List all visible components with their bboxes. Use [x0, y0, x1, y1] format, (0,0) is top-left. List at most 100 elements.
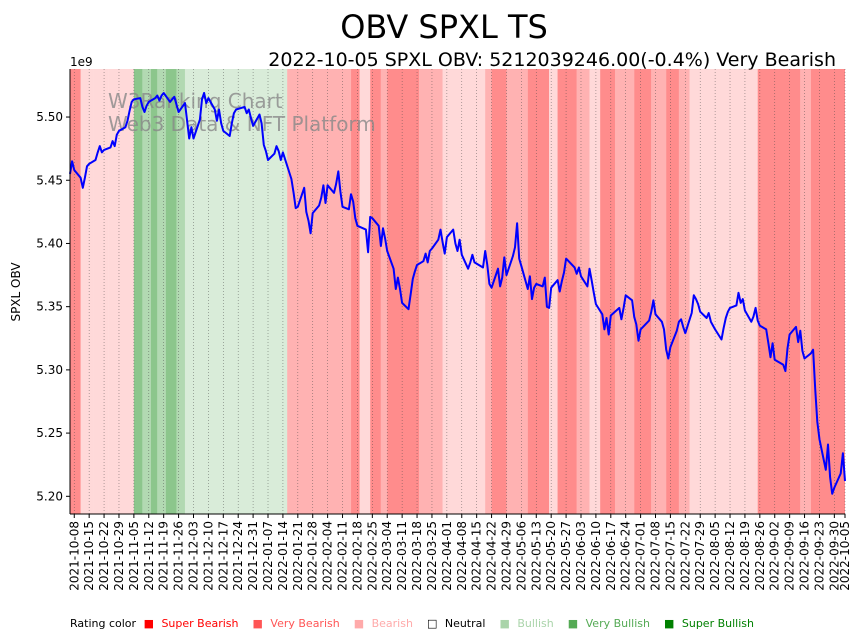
rating-band [600, 69, 616, 514]
series-line [69, 92, 846, 495]
x-tick-label: 2022-01-28 [306, 521, 320, 591]
x-tick-label: 2022-07-22 [678, 521, 692, 591]
rating-band [70, 69, 81, 514]
rating-band [184, 69, 288, 514]
legend-label: Bullish [517, 617, 554, 630]
rating-band [651, 69, 667, 514]
x-tick-label: 2022-07-15 [663, 521, 677, 591]
x-tick-label: 2022-05-20 [544, 521, 558, 591]
rating-band [576, 69, 590, 514]
rating-band [80, 69, 94, 514]
x-tick-label: 2022-05-13 [529, 521, 543, 591]
x-tick-label: 2022-02-18 [350, 521, 364, 591]
y-axis-ticks: 5.20 5.25 5.30 5.35 5.40 5.45 5.50 [36, 110, 70, 503]
vertical-gridlines [73, 69, 846, 514]
rating-band [93, 69, 109, 514]
legend-swatch-icon: ■ [252, 617, 267, 630]
rating-band [419, 69, 443, 514]
x-tick-label: 2022-10-05 [838, 521, 852, 591]
x-tick-label: 2022-08-12 [723, 521, 737, 591]
x-tick-label: 2022-08-05 [708, 521, 722, 591]
x-tick-label: 2021-11-12 [142, 521, 156, 591]
y-tick-label: 5.40 [36, 236, 63, 250]
rating-band [157, 69, 166, 514]
legend-label: Very Bearish [270, 617, 340, 630]
rating-band [615, 69, 635, 514]
legend-swatch-icon: ■ [353, 617, 368, 630]
legend-title: Rating color [70, 617, 137, 630]
rating-band [678, 69, 690, 514]
x-tick-label: 2021-11-05 [127, 521, 141, 591]
legend-item: ■ Very Bullish [568, 617, 654, 630]
x-tick-label: 2021-12-10 [201, 521, 215, 591]
legend-item: □ Neutral [427, 617, 490, 630]
rating-band [165, 69, 177, 514]
x-tick-label: 2021-12-17 [216, 521, 230, 591]
x-tick-label: 2021-11-19 [157, 521, 171, 591]
rating-band [142, 69, 151, 514]
legend-item: ■ Super Bearish [144, 617, 243, 630]
x-tick-label: 2021-10-29 [112, 521, 126, 591]
legend-swatch-icon: ■ [567, 617, 582, 630]
x-tick-label: 2022-02-04 [321, 521, 335, 591]
rating-bands [70, 69, 845, 514]
legend-items: ■ Super Bearish ■ Very Bearish ■ Bearish □ … [144, 617, 768, 630]
x-tick-label: 2022-03-25 [425, 521, 439, 591]
legend-swatch-icon: ■ [143, 617, 158, 630]
rating-band [757, 69, 801, 514]
x-tick-label: 2022-05-06 [514, 521, 528, 591]
legend-swatch-icon: □ [426, 617, 441, 630]
y-tick-label: 5.45 [36, 173, 63, 187]
legend-label: Neutral [444, 617, 486, 630]
x-tick-label: 2021-10-08 [67, 521, 81, 591]
x-tick-label: 2022-06-03 [574, 521, 588, 591]
x-tick-label: 2022-07-08 [649, 521, 663, 591]
x-tick-label: 2022-03-18 [410, 521, 424, 591]
rating-band [351, 69, 360, 514]
y-tick-label: 5.25 [36, 426, 63, 440]
x-tick-label: 2022-09-02 [768, 521, 782, 591]
legend-label: Super Bullish [681, 617, 754, 630]
x-tick-label: 2021-12-03 [186, 521, 200, 591]
x-tick-label: 2022-03-11 [395, 521, 409, 591]
legend-label: Super Bearish [161, 617, 239, 630]
rating-band [549, 69, 558, 514]
rating-band [387, 69, 420, 514]
x-tick-label: 2022-04-08 [455, 521, 469, 591]
x-tick-label: 2021-10-15 [82, 521, 96, 591]
rating-band [634, 69, 652, 514]
x-tick-label: 2022-08-26 [753, 521, 767, 591]
legend-item: ■ Super Bullish [664, 617, 758, 630]
rating-band [370, 69, 381, 514]
x-tick-label: 2022-06-17 [604, 521, 618, 591]
rating-band [557, 69, 577, 514]
x-tick-label: 2021-12-31 [246, 521, 260, 591]
x-tick-label: 2022-03-04 [380, 521, 394, 591]
watermark-line: W3Ranking Chart [108, 89, 283, 113]
rating-band [689, 69, 758, 514]
y-tick-label: 5.50 [36, 110, 63, 124]
x-tick-label: 2022-07-01 [634, 521, 648, 591]
x-tick-label: 2022-01-14 [276, 521, 290, 591]
y-tick-label: 5.35 [36, 300, 63, 314]
rating-band [380, 69, 388, 514]
x-tick-label: 2022-02-25 [365, 521, 379, 591]
legend-item: ■ Bullish [499, 617, 557, 630]
rating-band [359, 69, 371, 514]
rating-band [506, 69, 528, 514]
x-tick-label: 2022-04-22 [485, 521, 499, 591]
x-tick-label: 2022-07-29 [693, 521, 707, 591]
y-tick-label: 5.20 [36, 489, 63, 503]
rating-band [485, 69, 492, 514]
x-tick-label: 2022-05-27 [559, 521, 573, 591]
legend-item: ■ Very Bearish [253, 617, 344, 630]
rating-band [810, 69, 845, 514]
x-tick-label: 2021-10-22 [97, 521, 111, 591]
legend-label: Very Bullish [585, 617, 650, 630]
x-tick-label: 2021-12-24 [231, 521, 245, 591]
x-tick-label: 2022-06-10 [589, 521, 603, 591]
legend-item: ■ Bearish [354, 617, 417, 630]
x-tick-label: 2022-09-30 [827, 521, 841, 591]
x-tick-label: 2022-09-23 [812, 521, 826, 591]
